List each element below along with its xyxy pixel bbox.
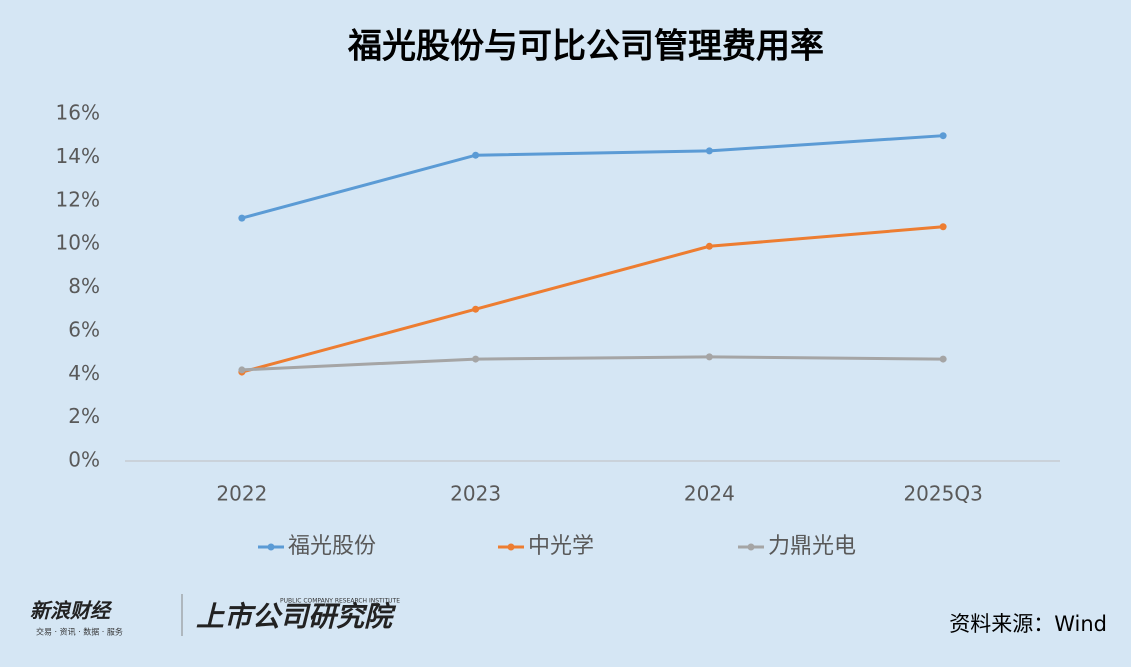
- legend-marker: [267, 543, 275, 551]
- series-line: [241, 355, 944, 372]
- brand: 新浪财经: [30, 599, 113, 623]
- point: [705, 147, 713, 155]
- y-tick-label: 16%: [56, 101, 100, 125]
- x-tick-label: 2022: [216, 482, 267, 506]
- source: 资料来源：Wind: [949, 612, 1107, 636]
- point: [939, 355, 947, 363]
- legend-label: 福光股份: [288, 534, 376, 559]
- x-tick-label: 2023: [450, 482, 501, 506]
- series-line: [241, 225, 944, 374]
- series-line: [241, 134, 944, 220]
- legend-marker: [507, 543, 515, 551]
- x-tick-label: 2025Q3: [903, 482, 982, 506]
- point: [472, 355, 480, 363]
- x-tick-label: 2024: [684, 482, 735, 506]
- y-tick-label: 8%: [68, 274, 100, 298]
- point: [238, 214, 246, 222]
- institute: 上市公司研究院: [196, 600, 397, 633]
- legend-label: 力鼎光电: [768, 534, 856, 559]
- y-tick-label: 12%: [56, 187, 100, 211]
- y-tick-label: 2%: [68, 404, 100, 428]
- point: [939, 132, 947, 140]
- point: [705, 353, 713, 361]
- y-tick-label: 6%: [68, 317, 100, 341]
- y-tick-label: 0%: [68, 448, 100, 472]
- point: [238, 366, 246, 374]
- legend-label: 中光学: [528, 534, 594, 559]
- legend-marker: [747, 543, 755, 551]
- y-tick-label: 14%: [56, 144, 100, 168]
- institute-en: PUBLIC COMPANY RESEARCH INSTITUTE: [280, 598, 400, 605]
- y-tick-label: 4%: [68, 361, 100, 385]
- point: [472, 305, 480, 313]
- point: [472, 151, 480, 159]
- brand-sub: 交易 · 资讯 · 数据 · 服务: [36, 627, 123, 637]
- point: [939, 223, 947, 231]
- point: [705, 242, 713, 250]
- y-tick-label: 10%: [56, 231, 100, 255]
- chart-title: 福光股份与可比公司管理费用率: [347, 27, 824, 67]
